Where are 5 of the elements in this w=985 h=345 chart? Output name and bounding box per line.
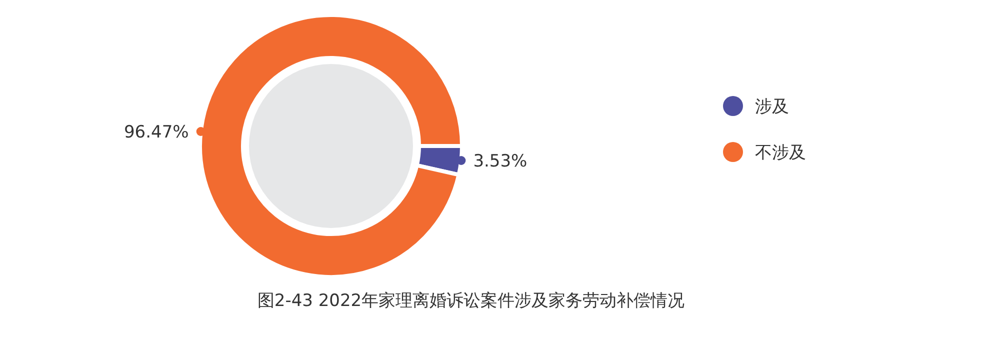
data-label: 3.53% — [473, 152, 528, 172]
legend-label: 不涉及 — [755, 143, 806, 163]
legend-label: 涉及 — [755, 97, 789, 117]
text: 图2-43 2022年家理离婚诉讼案件涉及家务劳动补偿情况 — [257, 291, 685, 311]
data-label: 96.47% — [124, 122, 189, 142]
